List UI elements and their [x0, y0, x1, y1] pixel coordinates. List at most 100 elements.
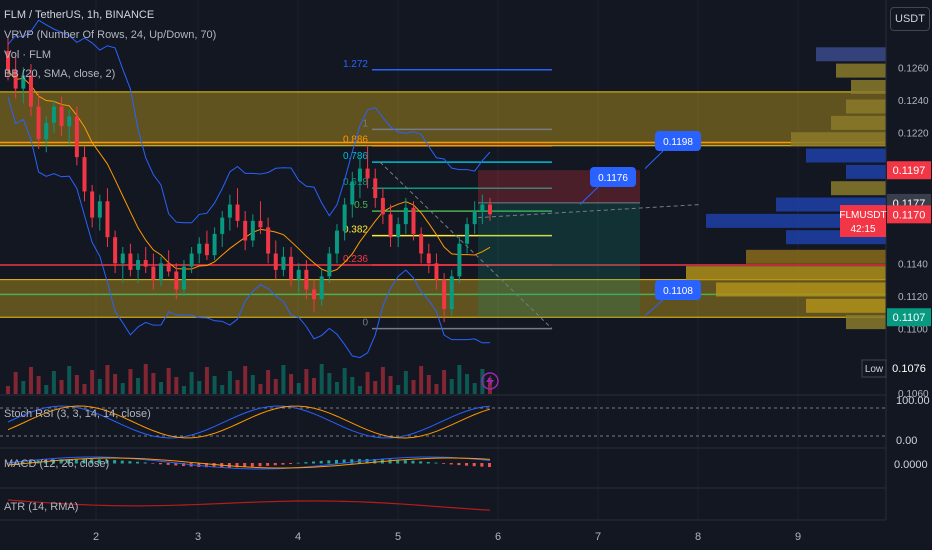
macd-histogram-bar	[120, 460, 124, 464]
candle	[36, 106, 41, 140]
candle	[357, 168, 362, 182]
candle	[113, 237, 118, 264]
volume-profile-bar	[846, 164, 886, 179]
volume-bar	[21, 381, 26, 394]
macd-histogram-bar	[204, 463, 208, 468]
bb-upper-band	[7, 19, 491, 224]
macd-histogram-bar	[227, 463, 231, 468]
volume-bar	[220, 385, 225, 394]
price-callout-label: 0.1176	[598, 173, 628, 184]
volume-bar	[258, 384, 263, 394]
price-axis-tick: 0.1260	[898, 63, 929, 74]
symbol-badge-text: FLMUSDT	[839, 210, 886, 221]
candle	[472, 211, 477, 225]
price-axis	[886, 0, 932, 550]
time-axis-tick: 7	[595, 531, 601, 543]
macd-histogram-bar	[143, 462, 147, 464]
volume-bar	[181, 386, 186, 394]
volume-bar	[174, 377, 179, 394]
volume-profile-bar	[831, 181, 886, 196]
macd-histogram-bar	[212, 463, 216, 468]
volume-bar	[334, 382, 339, 394]
macd-histogram-bar	[472, 463, 476, 467]
candle	[120, 253, 125, 264]
volume-bar	[51, 371, 56, 394]
candle	[388, 214, 393, 238]
macd-histogram-bar	[181, 463, 185, 467]
volume-bar	[113, 374, 118, 394]
time-axis-tick: 8	[695, 531, 701, 543]
macd-histogram-bar	[59, 459, 63, 464]
volume-bar	[6, 386, 10, 394]
candle	[143, 260, 148, 267]
macd-histogram-bar	[136, 461, 140, 464]
price-axis-label	[887, 205, 931, 224]
price-callout	[590, 167, 636, 187]
alert-lightning-icon	[481, 372, 499, 390]
candle	[204, 243, 209, 256]
volume-bar	[82, 384, 87, 394]
currency-button[interactable]: USDT	[890, 7, 930, 31]
candle	[266, 227, 271, 254]
price-axis-tick: 0.1240	[898, 96, 929, 107]
candle	[166, 263, 171, 272]
time-axis-tick: 9	[795, 531, 801, 543]
target-zone	[478, 202, 640, 318]
candle	[373, 178, 378, 198]
countdown-text: 42:15	[850, 224, 875, 235]
candle	[97, 201, 102, 218]
bb-basis	[7, 70, 491, 273]
macd-histogram-bar	[6, 463, 9, 464]
volume-bar	[304, 369, 309, 394]
volume-bar	[449, 379, 454, 394]
price-callout-label: 0.1108	[663, 286, 693, 297]
macd-histogram-bar	[250, 463, 254, 467]
price-zone	[0, 91, 886, 146]
volume-bar	[357, 386, 362, 394]
candle	[396, 224, 401, 238]
candle	[212, 233, 217, 256]
candle	[296, 269, 301, 280]
volume-bar	[426, 375, 431, 394]
atr-line	[7, 499, 491, 511]
volume-bar	[189, 372, 194, 394]
fib-level-label: 0	[362, 318, 368, 329]
macd-histogram-bar	[403, 460, 407, 464]
macd-histogram-bar	[449, 463, 453, 465]
callout-pointer	[579, 186, 599, 205]
candle	[174, 271, 179, 290]
stoch-axis-tick: 100.00	[896, 395, 930, 407]
fib-level-label: 0.382	[343, 225, 368, 236]
price-axis-label	[887, 161, 931, 180]
price-axis-tick: 0.1120	[898, 292, 928, 303]
macd-histogram-bar	[235, 463, 239, 468]
candle	[350, 181, 355, 205]
volume-bar	[243, 366, 248, 394]
macd-histogram-bar	[128, 461, 132, 464]
candle	[136, 260, 141, 270]
volume-bar	[342, 368, 347, 394]
volume-bar	[204, 367, 209, 394]
price-axis-tick: 0.1060	[898, 389, 929, 400]
volume-bar	[13, 372, 18, 394]
candle	[28, 75, 33, 107]
price-axis-label-text: 0.1197	[893, 165, 926, 177]
volume-bar	[312, 378, 317, 394]
volume-profile-bar	[816, 47, 886, 62]
volume-profile-bar	[686, 266, 886, 281]
volume-profile-bar	[806, 148, 886, 163]
volume-bar	[159, 382, 164, 394]
macd-histogram-bar	[396, 459, 400, 464]
price-callout	[655, 280, 701, 300]
candle	[90, 191, 95, 218]
volume-bar	[151, 373, 156, 394]
low-label-text: Low	[865, 364, 884, 375]
fib-level-label: 0.618	[343, 177, 368, 188]
volume-bar	[472, 383, 477, 394]
macd-histogram-bar	[304, 462, 308, 464]
volume-bar	[227, 371, 232, 394]
candle	[159, 263, 164, 280]
macd-histogram-bar	[159, 463, 163, 465]
volume-bar	[59, 380, 64, 394]
